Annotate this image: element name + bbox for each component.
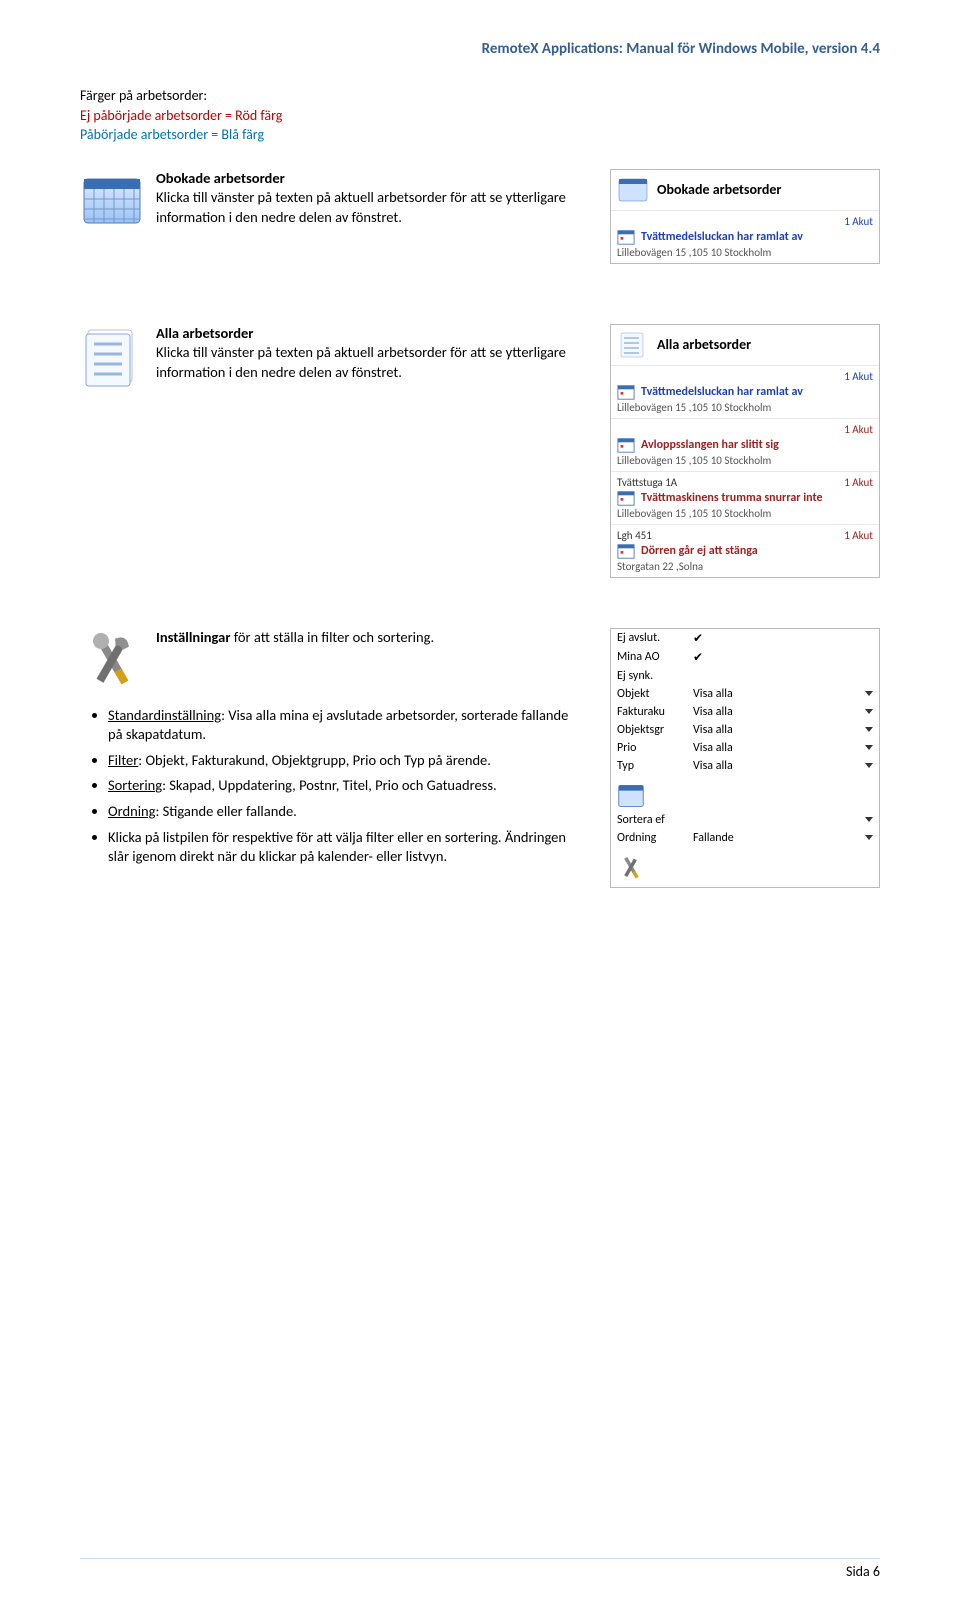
- settings-dropdown[interactable]: Visa alla: [693, 759, 873, 773]
- bullet-item: Filter: Objekt, Fakturakund, Objektgrupp…: [108, 751, 570, 771]
- settings-label: Ordning: [617, 831, 693, 845]
- settings-dropdown[interactable]: Fallande: [693, 831, 873, 845]
- chevron-down-icon: [865, 745, 873, 750]
- settings-label: Prio: [617, 741, 693, 755]
- chevron-down-icon: [865, 763, 873, 768]
- alla-panel: Alla arbetsorder 1 Akut Tvättmedelsluckan…: [610, 324, 880, 578]
- section1-title: Obokade arbetsorder: [156, 169, 285, 187]
- settings-label: Objekt: [617, 687, 693, 701]
- item-priority: 1 Akut: [844, 215, 873, 228]
- settings-label: Typ: [617, 759, 693, 773]
- bullet-item: Standardinställning: Visa alla mina ej a…: [108, 706, 570, 745]
- calendar-small-icon: [617, 781, 645, 809]
- settings-check[interactable]: [693, 650, 873, 665]
- item-title: Avloppsslangen har slitit sig: [641, 438, 779, 452]
- legend-line3: Påbörjade arbetsorder = Blå färg: [80, 125, 880, 145]
- alla-panel-title: Alla arbetsorder: [657, 336, 751, 353]
- settings-label: Mina AO: [617, 650, 693, 664]
- item-left: Tvättstuga 1A: [617, 476, 677, 489]
- settings-label: Fakturaku: [617, 705, 693, 719]
- bullet-item: Sortering: Skapad, Uppdatering, Postnr, …: [108, 776, 570, 796]
- settings-calendar-row: [611, 775, 879, 811]
- chevron-down-icon: [865, 709, 873, 714]
- calendar-icon: [80, 169, 144, 233]
- panel-item[interactable]: 1 Akut Tvättmedelsluckan har ramlat av L…: [611, 210, 879, 263]
- legend-line1: Färger på arbetsorder:: [80, 86, 880, 106]
- bullet-list: Standardinställning: Visa alla mina ej a…: [108, 706, 570, 867]
- section3-title: Inställningar: [156, 628, 231, 646]
- doc-header: RemoteX Applications: Manual för Windows…: [80, 40, 880, 58]
- settings-dropdown[interactable]: Visa alla: [693, 723, 873, 737]
- list-mini-icon: [617, 329, 649, 361]
- item-address: Lillebovägen 15 ,105 10 Stockholm: [617, 401, 873, 414]
- calendar-tiny-icon: [617, 542, 635, 560]
- settings-dropdown[interactable]: Visa alla: [693, 687, 873, 701]
- item-address: Lillebovägen 15 ,105 10 Stockholm: [617, 246, 873, 259]
- section3-tail: för att ställa in filter och sortering.: [231, 628, 435, 646]
- calendar-tiny-icon: [617, 383, 635, 401]
- page-number: Sida 6: [846, 1563, 880, 1580]
- panel-item[interactable]: Lgh 451 1 Akut Dörren går ej att stänga Sto…: [611, 524, 879, 577]
- item-address: Storgatan 22 ,Solna: [617, 560, 873, 573]
- chevron-down-icon: [865, 835, 873, 840]
- settings-check-row[interactable]: Ej avslut.: [611, 629, 879, 648]
- settings-dropdown-row[interactable]: OrdningFallande: [611, 829, 879, 847]
- section2-title: Alla arbetsorder: [156, 324, 253, 342]
- settings-check-row[interactable]: Mina AO: [611, 648, 879, 667]
- item-priority: 1 Akut: [844, 370, 873, 383]
- settings-dropdown[interactable]: Visa alla: [693, 705, 873, 719]
- settings-check-row[interactable]: Ej synk.: [611, 667, 879, 685]
- settings-label: Sortera ef: [617, 813, 693, 827]
- tools-icon: [80, 628, 144, 692]
- settings-label: Objektsgr: [617, 723, 693, 737]
- settings-check[interactable]: [693, 631, 873, 646]
- panel-item[interactable]: 1 Akut Avloppsslangen har slitit sig Lille…: [611, 418, 879, 471]
- item-title: Tvättmedelsluckan har ramlat av: [641, 385, 803, 399]
- panel-item[interactable]: 1 Akut Tvättmedelsluckan har ramlat av Lil…: [611, 365, 879, 418]
- item-title: Tvättmedelsluckan har ramlat av: [641, 230, 803, 244]
- settings-label: Ej synk.: [617, 669, 693, 683]
- legend-line2: Ej påbörjade arbetsorder = Röd färg: [80, 106, 880, 126]
- settings-dropdown-row[interactable]: Sortera ef: [611, 811, 879, 829]
- settings-dropdown[interactable]: [693, 817, 873, 822]
- tools-small-icon: [617, 853, 645, 881]
- obokade-panel-title: Obokade arbetsorder: [657, 181, 781, 198]
- calendar-mini-icon: [617, 174, 649, 206]
- calendar-tiny-icon: [617, 436, 635, 454]
- section2-body: Klicka till vänster på texten på aktuell…: [156, 343, 570, 382]
- panel-item[interactable]: Tvättstuga 1A 1 Akut Tvättmaskinens trumma…: [611, 471, 879, 524]
- item-address: Lillebovägen 15 ,105 10 Stockholm: [617, 507, 873, 520]
- settings-tools-row: [611, 847, 879, 883]
- chevron-down-icon: [865, 691, 873, 696]
- item-address: Lillebovägen 15 ,105 10 Stockholm: [617, 454, 873, 467]
- item-title: Dörren går ej att stänga: [641, 544, 758, 558]
- item-priority: 1 Akut: [844, 529, 873, 542]
- bullet-item: Klicka på listpilen för respektive för a…: [108, 828, 570, 867]
- bullet-item: Ordning: Stigande eller fallande.: [108, 802, 570, 822]
- settings-dropdown-row[interactable]: FakturakuVisa alla: [611, 703, 879, 721]
- item-left: Lgh 451: [617, 529, 652, 542]
- calendar-tiny-icon: [617, 489, 635, 507]
- item-priority: 1 Akut: [844, 423, 873, 436]
- item-priority: 1 Akut: [844, 476, 873, 489]
- chevron-down-icon: [865, 727, 873, 732]
- settings-dropdown-row[interactable]: ObjektVisa alla: [611, 685, 879, 703]
- settings-dropdown[interactable]: Visa alla: [693, 741, 873, 755]
- calendar-tiny-icon: [617, 228, 635, 246]
- section1-body: Klicka till vänster på texten på aktuell…: [156, 188, 570, 227]
- settings-dropdown-row[interactable]: PrioVisa alla: [611, 739, 879, 757]
- settings-dropdown-row[interactable]: TypVisa alla: [611, 757, 879, 775]
- settings-panel: Ej avslut.Mina AOEj synk.ObjektVisa alla…: [610, 628, 880, 888]
- color-legend: Färger på arbetsorder: Ej påbörjade arbe…: [80, 86, 880, 145]
- item-title: Tvättmaskinens trumma snurrar inte: [641, 491, 823, 505]
- settings-dropdown-row[interactable]: ObjektsgrVisa alla: [611, 721, 879, 739]
- chevron-down-icon: [865, 817, 873, 822]
- obokade-panel: Obokade arbetsorder 1 Akut Tvättmedelslu…: [610, 169, 880, 264]
- list-icon: [80, 324, 144, 388]
- settings-label: Ej avslut.: [617, 631, 693, 645]
- page-footer: Sida 6: [80, 1558, 880, 1580]
